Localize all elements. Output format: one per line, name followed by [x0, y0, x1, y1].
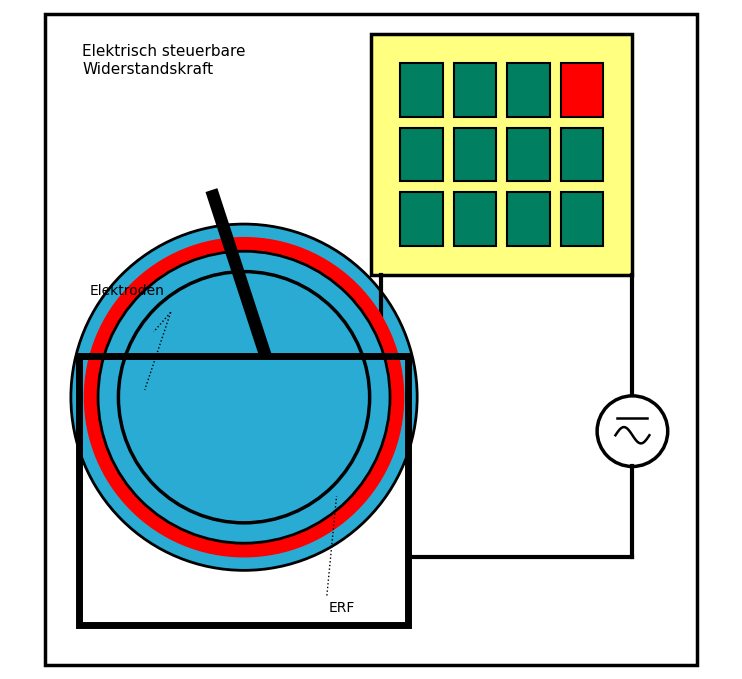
Circle shape [85, 238, 404, 557]
Bar [561, 192, 603, 246]
Bar [85, 419, 403, 619]
Bar [453, 192, 496, 246]
Bar [400, 63, 443, 117]
Bar [561, 63, 603, 117]
Bar [79, 356, 408, 625]
Bar [453, 128, 496, 181]
Bar [400, 192, 443, 246]
Text: Elektrisch steuerbare
Widerstandskraft: Elektrisch steuerbare Widerstandskraft [82, 44, 246, 77]
Bar [507, 192, 550, 246]
Bar [507, 63, 550, 117]
Bar [453, 63, 496, 117]
Bar [400, 128, 443, 181]
Circle shape [71, 224, 417, 570]
Bar [507, 128, 550, 181]
Text: ERF: ERF [328, 602, 355, 615]
Bar [79, 356, 408, 625]
Circle shape [119, 272, 370, 523]
Text: Elektroden: Elektroden [89, 285, 164, 298]
Bar [371, 34, 632, 275]
Circle shape [98, 251, 390, 543]
Bar [561, 128, 603, 181]
